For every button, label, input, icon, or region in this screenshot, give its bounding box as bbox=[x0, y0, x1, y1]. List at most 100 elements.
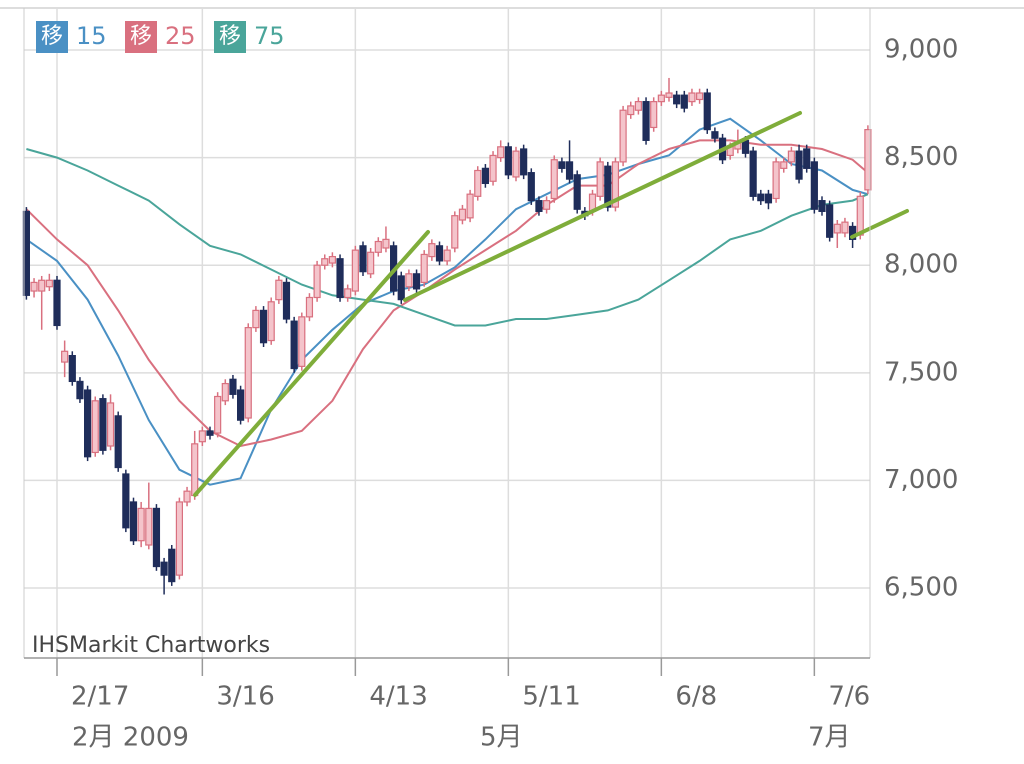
candle-body bbox=[22, 210, 30, 296]
candle-body bbox=[757, 193, 765, 202]
y-tick-label: 8,500 bbox=[884, 142, 958, 172]
candle-body bbox=[206, 430, 214, 436]
candle-body bbox=[848, 225, 857, 240]
candle-body bbox=[321, 258, 329, 266]
candle-body bbox=[680, 94, 688, 109]
candle-body bbox=[137, 507, 145, 542]
candle-body bbox=[550, 159, 558, 200]
trend-line bbox=[403, 111, 802, 302]
ma-line bbox=[26, 148, 869, 327]
candle-body bbox=[611, 161, 620, 208]
candle-body bbox=[45, 279, 53, 288]
candle-body bbox=[91, 400, 99, 454]
candle-body bbox=[244, 327, 252, 419]
candle-body bbox=[290, 320, 298, 370]
candle-body bbox=[497, 146, 505, 159]
candle-body bbox=[328, 255, 336, 264]
candle-body bbox=[596, 161, 604, 197]
candle-body bbox=[336, 258, 344, 299]
candle-body bbox=[229, 378, 237, 395]
candle-body bbox=[512, 150, 520, 178]
candle-body bbox=[642, 101, 650, 141]
candle-body bbox=[711, 131, 719, 139]
candle-body bbox=[183, 490, 191, 503]
x-tick-label: 5/11 bbox=[522, 682, 580, 712]
candle-body bbox=[129, 501, 138, 542]
candle-body bbox=[298, 316, 306, 367]
candle-body bbox=[367, 251, 375, 275]
candle-body bbox=[695, 92, 704, 101]
candle-body bbox=[741, 139, 750, 154]
y-tick-label: 7,000 bbox=[884, 465, 958, 495]
candle-body bbox=[573, 174, 581, 210]
candle-body bbox=[259, 309, 268, 344]
candle-body bbox=[275, 279, 283, 301]
candle-body bbox=[856, 195, 864, 236]
legend-badge bbox=[36, 21, 68, 53]
candle-body bbox=[99, 398, 107, 451]
candle-body bbox=[282, 281, 291, 320]
trend-line bbox=[850, 209, 909, 239]
candle-body bbox=[665, 92, 673, 98]
candle-body bbox=[458, 208, 467, 221]
candle-body bbox=[749, 150, 757, 197]
trend-line bbox=[193, 230, 430, 497]
candle-body bbox=[168, 548, 176, 583]
candle-body bbox=[619, 109, 627, 163]
legend: 移 15 移 25 移 75 bbox=[36, 21, 285, 53]
candle-body bbox=[313, 264, 321, 299]
ma-line bbox=[25, 139, 869, 448]
moving-averages bbox=[25, 117, 869, 486]
candle-body bbox=[412, 273, 421, 290]
candle-body bbox=[76, 380, 84, 400]
candle-body bbox=[520, 148, 528, 176]
legend-badge-text: 移 bbox=[41, 24, 63, 49]
candle-body bbox=[106, 402, 115, 447]
x-tick-label: 2/17 bbox=[71, 682, 129, 712]
candle-body bbox=[191, 443, 199, 497]
candle-body bbox=[826, 204, 834, 238]
candle-body bbox=[114, 415, 122, 469]
candle-body bbox=[252, 309, 260, 329]
candle-body bbox=[305, 296, 314, 318]
candle-body bbox=[30, 281, 38, 292]
candle-body bbox=[565, 161, 574, 180]
legend-badge bbox=[125, 21, 157, 53]
candle-body bbox=[787, 150, 796, 163]
candle-body bbox=[780, 161, 788, 169]
candle-body bbox=[175, 501, 183, 576]
candle-body bbox=[627, 105, 635, 116]
candle-body bbox=[214, 395, 222, 434]
candle-body bbox=[435, 245, 444, 262]
candle-body bbox=[344, 288, 352, 299]
month-label: 7月 bbox=[808, 723, 851, 753]
candle-body bbox=[810, 161, 818, 210]
legend-label: 15 bbox=[76, 22, 107, 50]
x-tick-label: 3/16 bbox=[216, 682, 274, 712]
month-label: 5月 bbox=[480, 723, 523, 753]
candle-body bbox=[673, 94, 681, 105]
candle-body bbox=[481, 167, 489, 185]
candle-body bbox=[382, 238, 390, 249]
y-tick-label: 6,500 bbox=[884, 573, 958, 603]
candle-body bbox=[864, 129, 872, 191]
legend-label: 75 bbox=[254, 22, 285, 50]
candle-body bbox=[764, 193, 773, 204]
candle-body bbox=[466, 193, 474, 219]
candle-body bbox=[53, 279, 61, 327]
y-tick-label: 9,000 bbox=[884, 34, 958, 64]
candle-body bbox=[68, 354, 76, 383]
month-label: 2月 2009 bbox=[72, 723, 189, 753]
candle-body bbox=[221, 382, 229, 402]
candle-body bbox=[351, 249, 359, 292]
candle-body bbox=[374, 240, 382, 253]
candle-body bbox=[474, 169, 482, 197]
x-tick-label: 6/8 bbox=[675, 682, 717, 712]
legend-badge-text: 移 bbox=[130, 24, 152, 49]
candle-body bbox=[818, 200, 826, 212]
candle-body bbox=[397, 275, 405, 301]
candle-body bbox=[267, 301, 275, 342]
y-tick-label: 8,000 bbox=[884, 250, 958, 280]
candle-body bbox=[122, 473, 130, 529]
